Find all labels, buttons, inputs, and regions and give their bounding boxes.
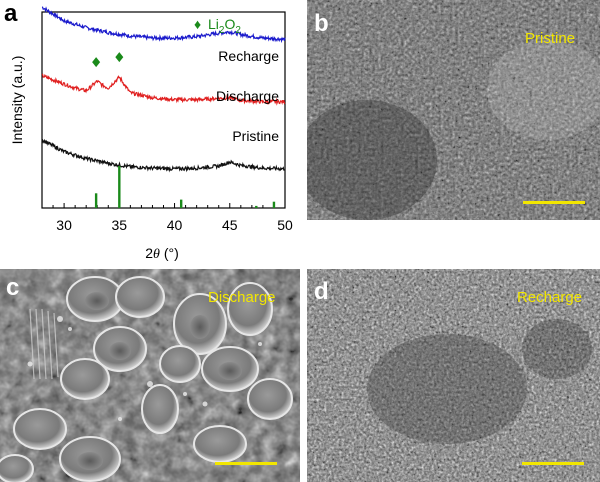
- sem-label-discharge: Discharge: [208, 289, 276, 306]
- panel-letter-d: d: [314, 278, 329, 305]
- peak-diamond-marker: [115, 52, 124, 63]
- series-label-pristine: Pristine: [232, 128, 279, 144]
- scale-bar-b: [523, 201, 585, 204]
- plot-frame: [41, 11, 286, 209]
- x-tick-label: 30: [56, 217, 72, 233]
- panel-letter-a: a: [4, 0, 18, 27]
- legend-label-li2o2: Li2O2: [208, 16, 241, 36]
- series-line-pristine: [41, 138, 286, 173]
- x-axis-label: 2θ (°): [145, 245, 179, 262]
- xrd-chart: Intensity (a.u.) 30 35 40 45 50 ♦ Li2O2 Rech…: [9, 6, 293, 262]
- sem-image-discharge: [0, 269, 300, 482]
- scale-bar-c: [215, 462, 277, 465]
- y-axis-label: Intensity (a.u.): [9, 56, 25, 145]
- x-tick-label: 35: [112, 217, 128, 233]
- legend-diamond-marker: ♦: [194, 16, 201, 32]
- x-tick-label: 50: [277, 217, 293, 233]
- sem-image-recharge: [307, 269, 600, 482]
- x-tick-label: 40: [167, 217, 183, 233]
- series-line-discharge: [41, 73, 286, 106]
- panel-letter-b: b: [314, 10, 329, 37]
- scale-bar-d: [522, 462, 584, 465]
- series-label-recharge: Recharge: [218, 48, 279, 64]
- sem-label-recharge: Recharge: [517, 289, 583, 306]
- panel-letter-c: c: [6, 274, 20, 301]
- sem-label-pristine: Pristine: [525, 30, 576, 47]
- series-line-recharge: [41, 6, 286, 44]
- x-tick-label: 45: [222, 217, 238, 233]
- series-label-discharge: Discharge: [216, 88, 279, 104]
- peak-diamond-marker: [92, 57, 101, 68]
- sem-image-pristine: [307, 0, 600, 220]
